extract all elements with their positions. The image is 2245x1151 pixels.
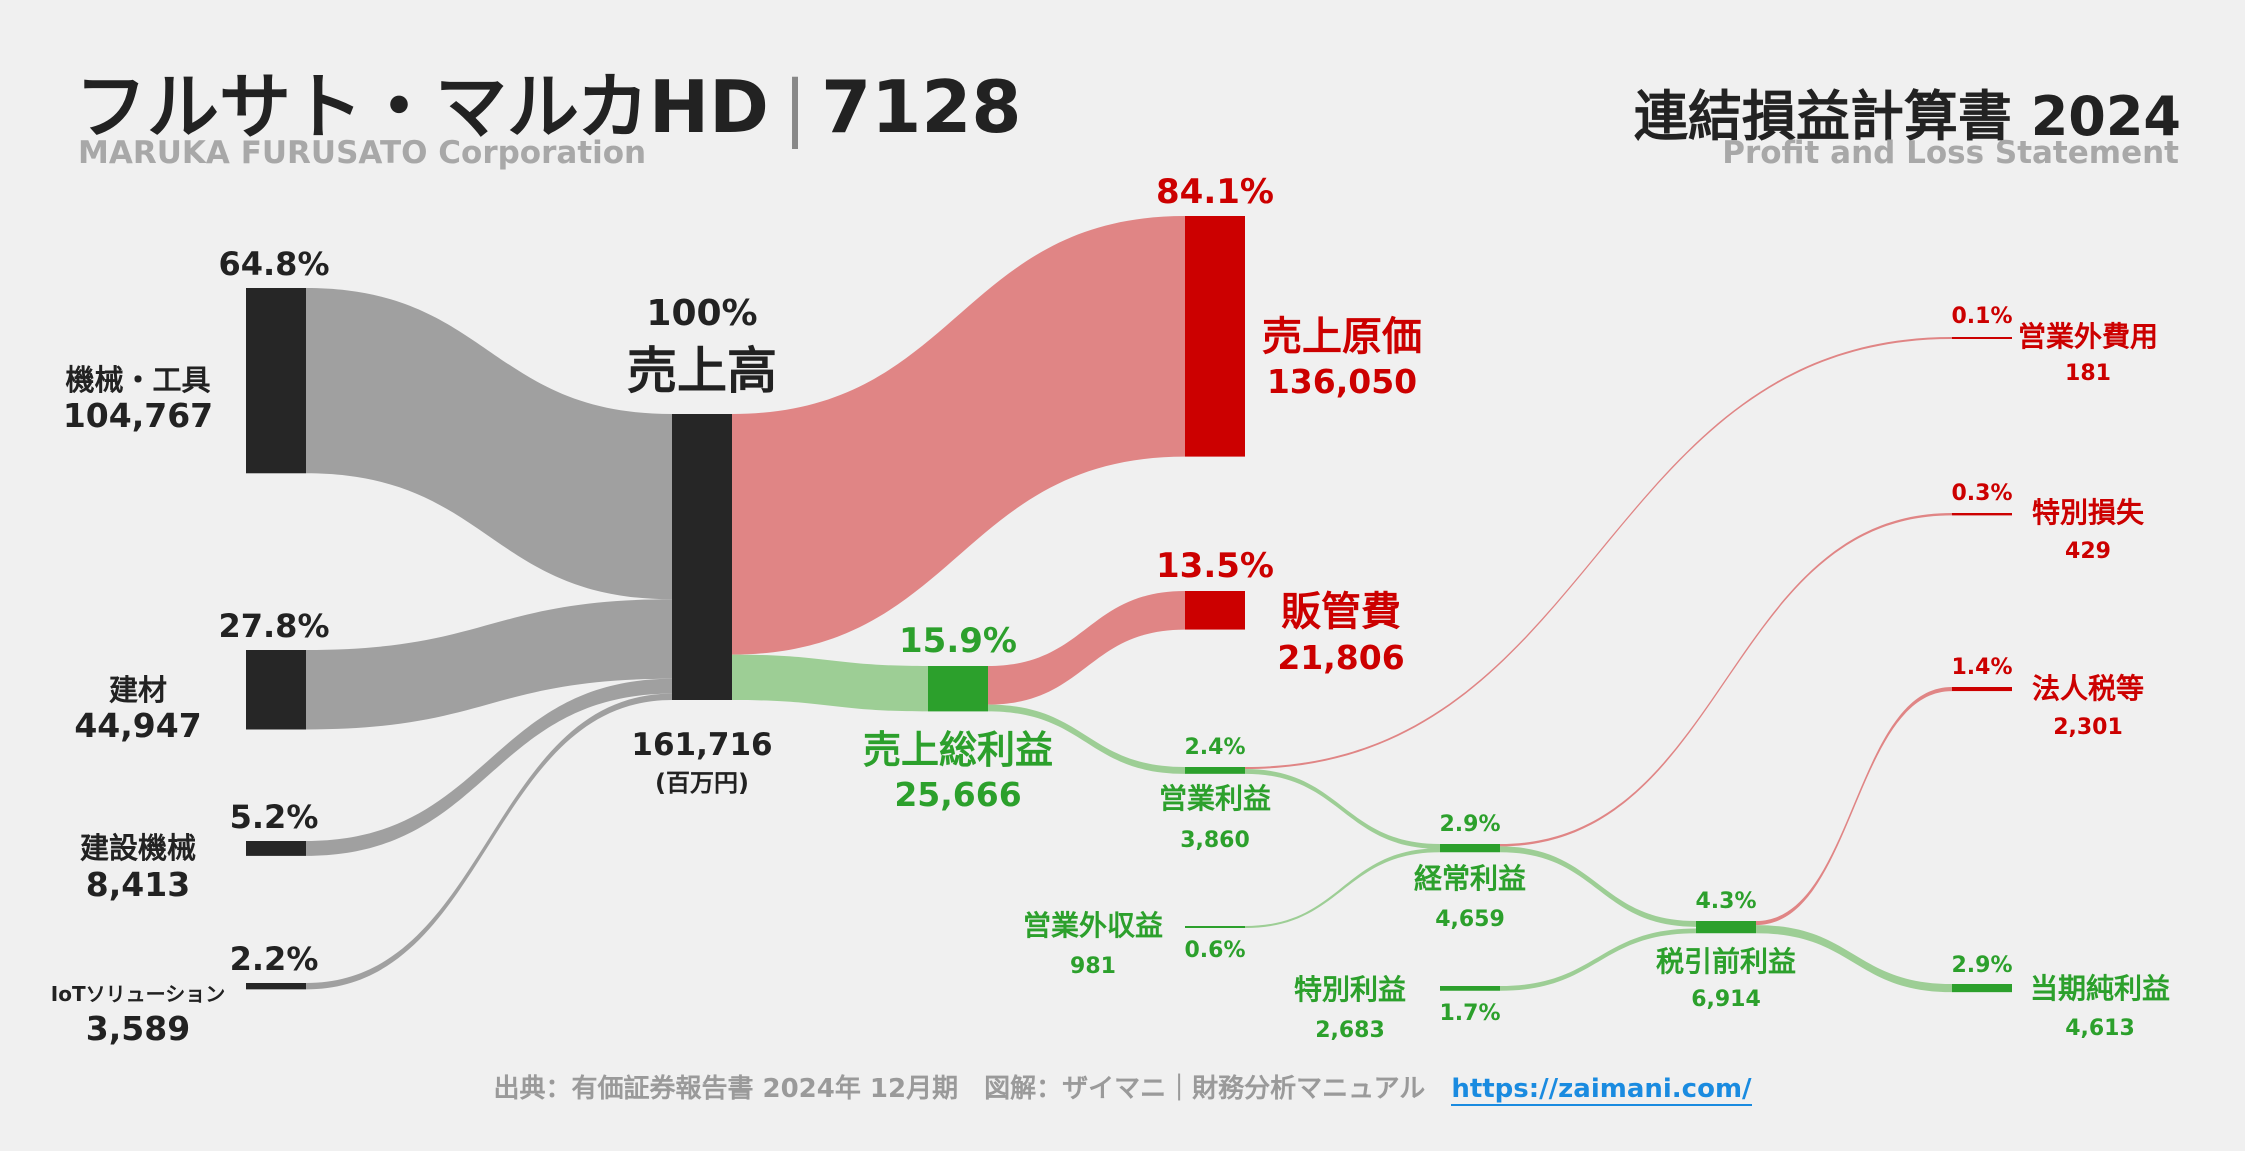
- revenue-pct: 100%: [646, 293, 757, 334]
- node-pretax-income: [1696, 921, 1756, 934]
- flow-cost-of-sales: [732, 216, 1185, 655]
- segment-name-3: IoTソリューション: [51, 982, 225, 1006]
- non-operating-income-name: 営業外収益: [1023, 909, 1163, 942]
- extraordinary-loss-name: 特別損失: [2032, 496, 2145, 529]
- income-taxes-pct: 1.4%: [1951, 655, 2012, 680]
- flow-extraordinary-loss: [1500, 513, 1952, 847]
- node-segment-3: [246, 983, 306, 990]
- flow-segment-3: [306, 693, 672, 990]
- node-operating-income: [1185, 767, 1245, 774]
- node-revenue: [672, 414, 732, 700]
- flow-segment-2: [306, 678, 672, 856]
- flow-income-taxes: [1756, 687, 1952, 926]
- company-name: フルサト・マルカHD: [75, 65, 769, 149]
- node-extraordinary-loss: [1952, 513, 2012, 516]
- flow-non-operating-expense: [1245, 337, 1952, 769]
- extraordinary-loss-value: 429: [2065, 539, 2111, 564]
- node-income-taxes: [1952, 687, 2012, 692]
- segment-value-3: 3,589: [86, 1009, 190, 1048]
- company-name-en: MARUKA FURUSATO Corporation: [78, 135, 647, 171]
- income-taxes-value: 2,301: [2053, 715, 2123, 740]
- cost-of-sales-name: 売上原価: [1262, 314, 1422, 360]
- extraordinary-income-name: 特別利益: [1294, 973, 1406, 1006]
- flow-non-operating-income: [1245, 848, 1440, 928]
- page-title: フルサト・マルカHD | 7128: [75, 48, 1022, 153]
- segment-pct-3: 2.2%: [230, 940, 319, 978]
- cost-of-sales-pct: 84.1%: [1156, 172, 1274, 212]
- node-ordinary-income: [1440, 844, 1500, 853]
- flow-gross-profit: [732, 654, 928, 712]
- sga-pct: 13.5%: [1156, 546, 1274, 586]
- ordinary-income-pct: 2.9%: [1439, 812, 1500, 837]
- extraordinary-income-value: 2,683: [1315, 1018, 1385, 1043]
- net-income-pct: 2.9%: [1951, 953, 2012, 978]
- operating-income-pct: 2.4%: [1184, 735, 1245, 760]
- revenue-unit: (百万円): [655, 769, 749, 797]
- segment-value-2: 8,413: [86, 865, 190, 904]
- segment-value-0: 104,767: [63, 396, 213, 435]
- node-non-operating-income: [1185, 926, 1245, 928]
- sga-value: 21,806: [1277, 638, 1404, 677]
- segment-pct-0: 64.8%: [218, 245, 329, 283]
- segment-name-0: 機械・工具: [65, 363, 210, 397]
- non-operating-income-value: 981: [1070, 954, 1116, 979]
- net-income-value: 4,613: [2065, 1016, 2135, 1041]
- revenue-value: 161,716: [631, 727, 772, 763]
- non-operating-expense-name: 営業外費用: [2018, 320, 2158, 353]
- flow-op-to-ordinary: [1245, 769, 1440, 849]
- ordinary-income-name: 経常利益: [1414, 862, 1526, 895]
- footer-link[interactable]: https://zaimani.com/: [1451, 1074, 1752, 1106]
- footer-source: 出典：有価証券報告書 2024年 12月期 図解：ザイマニ｜財務分析マニュアル: [493, 1074, 1426, 1104]
- gross-profit-value: 25,666: [894, 775, 1021, 814]
- pretax-income-name: 税引前利益: [1656, 945, 1796, 978]
- title-separator: |: [782, 65, 808, 149]
- operating-income-name: 営業利益: [1159, 782, 1271, 815]
- income-taxes-name: 法人税等: [2032, 672, 2144, 705]
- ordinary-income-value: 4,659: [1435, 907, 1505, 932]
- segment-name-1: 建材: [109, 673, 167, 707]
- stock-code: 7128: [821, 65, 1022, 149]
- gross-profit-name: 売上総利益: [863, 728, 1053, 772]
- node-extraordinary-income: [1440, 986, 1500, 991]
- pretax-income-value: 6,914: [1691, 987, 1761, 1012]
- flow-net-income: [1756, 925, 1952, 993]
- segment-value-1: 44,947: [74, 706, 201, 745]
- statement-title-en: Profit and Loss Statement: [1722, 135, 2179, 171]
- flow-operating-income: [988, 704, 1185, 774]
- segment-pct-1: 27.8%: [218, 607, 329, 645]
- segment-name-2: 建設機械: [80, 831, 196, 865]
- node-non-operating-expense: [1952, 337, 2012, 339]
- cost-of-sales-value: 136,050: [1267, 362, 1417, 401]
- extraordinary-income-pct: 1.7%: [1439, 1001, 1500, 1026]
- flow-ordinary-to-pretax: [1500, 846, 1696, 927]
- flow-segment-1: [306, 599, 672, 730]
- sga-name: 販管費: [1281, 589, 1401, 635]
- node-cost-of-sales: [1185, 216, 1245, 457]
- segment-pct-2: 5.2%: [230, 798, 319, 836]
- net-income-name: 当期純利益: [2030, 972, 2170, 1005]
- statement-title: 連結損益計算書 2024: [1633, 85, 2181, 148]
- non-operating-expense-pct: 0.1%: [1951, 304, 2012, 329]
- flow-sga: [988, 591, 1185, 705]
- flow-extraordinary-income: [1500, 928, 1696, 991]
- non-operating-expense-value: 181: [2065, 361, 2111, 386]
- nodes-layer: [246, 216, 2012, 993]
- node-sga: [1185, 591, 1245, 630]
- node-net-income: [1952, 984, 2012, 993]
- footer: 出典：有価証券報告書 2024年 12月期 図解：ザイマニ｜財務分析マニュアル h…: [0, 1068, 2245, 1106]
- pretax-income-pct: 4.3%: [1695, 889, 1756, 914]
- operating-income-value: 3,860: [1180, 828, 1250, 853]
- extraordinary-loss-pct: 0.3%: [1951, 481, 2012, 506]
- node-segment-0: [246, 288, 306, 474]
- node-gross-profit: [928, 666, 988, 712]
- flow-segment-0: [306, 288, 672, 600]
- flows-layer: [306, 216, 1952, 993]
- gross-profit-pct: 15.9%: [899, 621, 1017, 661]
- non-operating-income-pct: 0.6%: [1184, 938, 1245, 963]
- revenue-name: 売上高: [627, 342, 777, 400]
- node-segment-2: [246, 841, 306, 856]
- node-segment-1: [246, 650, 306, 730]
